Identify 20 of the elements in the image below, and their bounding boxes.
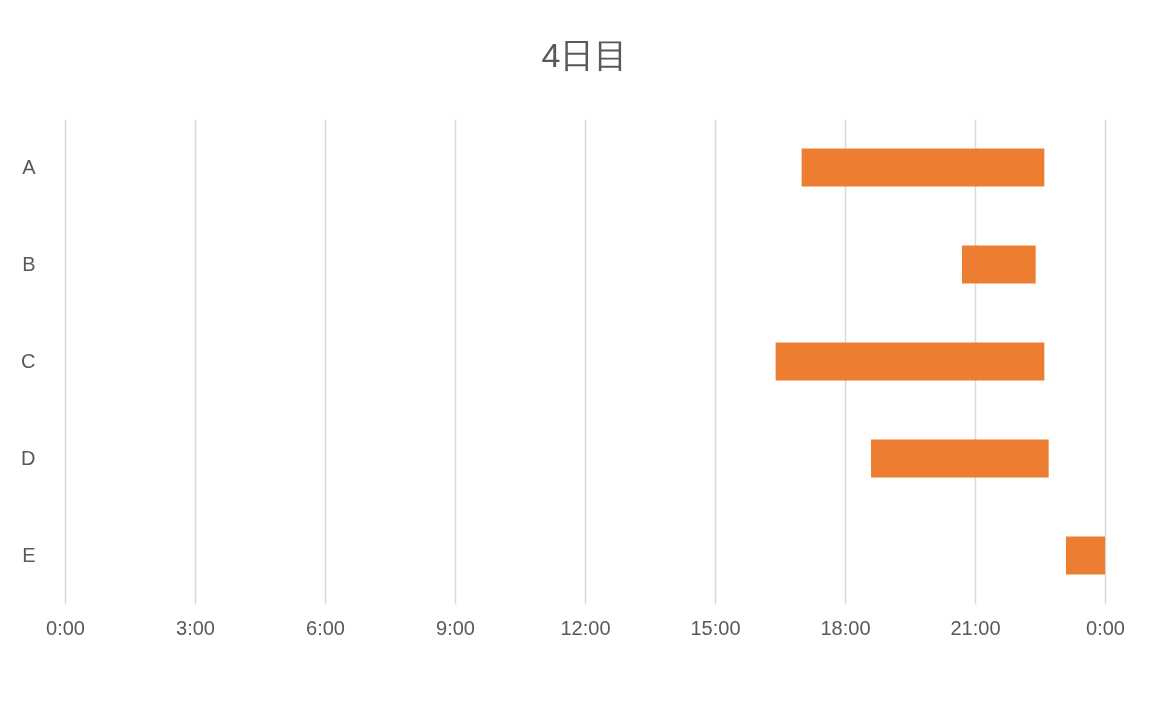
x-tick-label: 0:00 <box>46 616 85 639</box>
y-tick-label: A <box>22 155 37 178</box>
x-tick-label: 18:00 <box>820 616 871 639</box>
x-tick-label: 0:00 <box>1086 616 1125 639</box>
bar <box>1066 536 1105 575</box>
y-tick-label: B <box>22 252 36 275</box>
x-tick-label: 6:00 <box>306 616 345 639</box>
x-tick-label: 9:00 <box>436 616 475 639</box>
x-tick-label: 3:00 <box>176 616 215 639</box>
y-tick-label: C <box>21 349 36 372</box>
bar <box>775 342 1045 381</box>
bar <box>801 148 1045 187</box>
x-tick-label: 21:00 <box>950 616 1001 639</box>
x-tick-label: 15:00 <box>690 616 741 639</box>
bar <box>962 245 1036 284</box>
chart-title: 4日目 <box>541 36 629 74</box>
x-tick-label: 12:00 <box>560 616 611 639</box>
y-tick-label: E <box>22 543 36 566</box>
y-tick-label: D <box>21 446 36 469</box>
bar <box>871 439 1049 478</box>
